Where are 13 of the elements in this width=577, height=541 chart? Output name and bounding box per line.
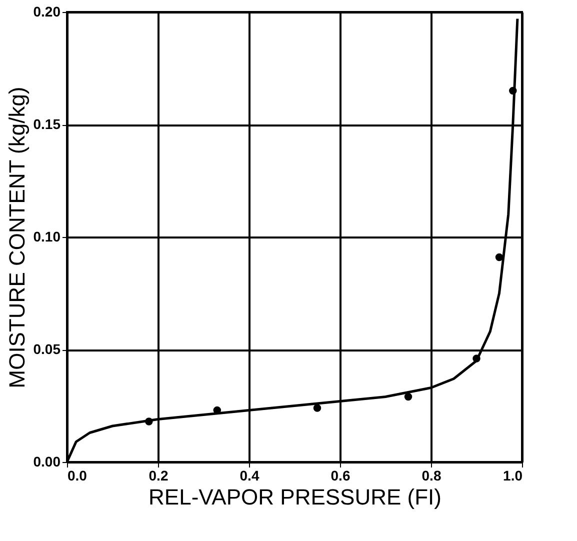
x-tick-label: 0.2 <box>148 468 168 484</box>
y-tick-label: 0.15 <box>33 116 61 132</box>
y-tick-label: 0.20 <box>33 4 61 20</box>
y-tick-label: 0.05 <box>33 341 61 357</box>
y-axis-title: MOISTURE CONTENT (kg/kg) <box>4 86 30 388</box>
y-tick-label: 0.00 <box>33 454 61 470</box>
x-tick-label: 0.8 <box>422 468 442 484</box>
x-tick-label: 0.0 <box>68 468 88 484</box>
x-axis-title: REL-VAPOR PRESSURE (FI) <box>148 484 442 510</box>
y-tick-label: 0.10 <box>33 228 61 244</box>
x-tick-label: 0.4 <box>240 468 260 484</box>
x-tick-label: 1.0 <box>503 468 523 484</box>
x-tick-label: 0.6 <box>330 468 350 484</box>
